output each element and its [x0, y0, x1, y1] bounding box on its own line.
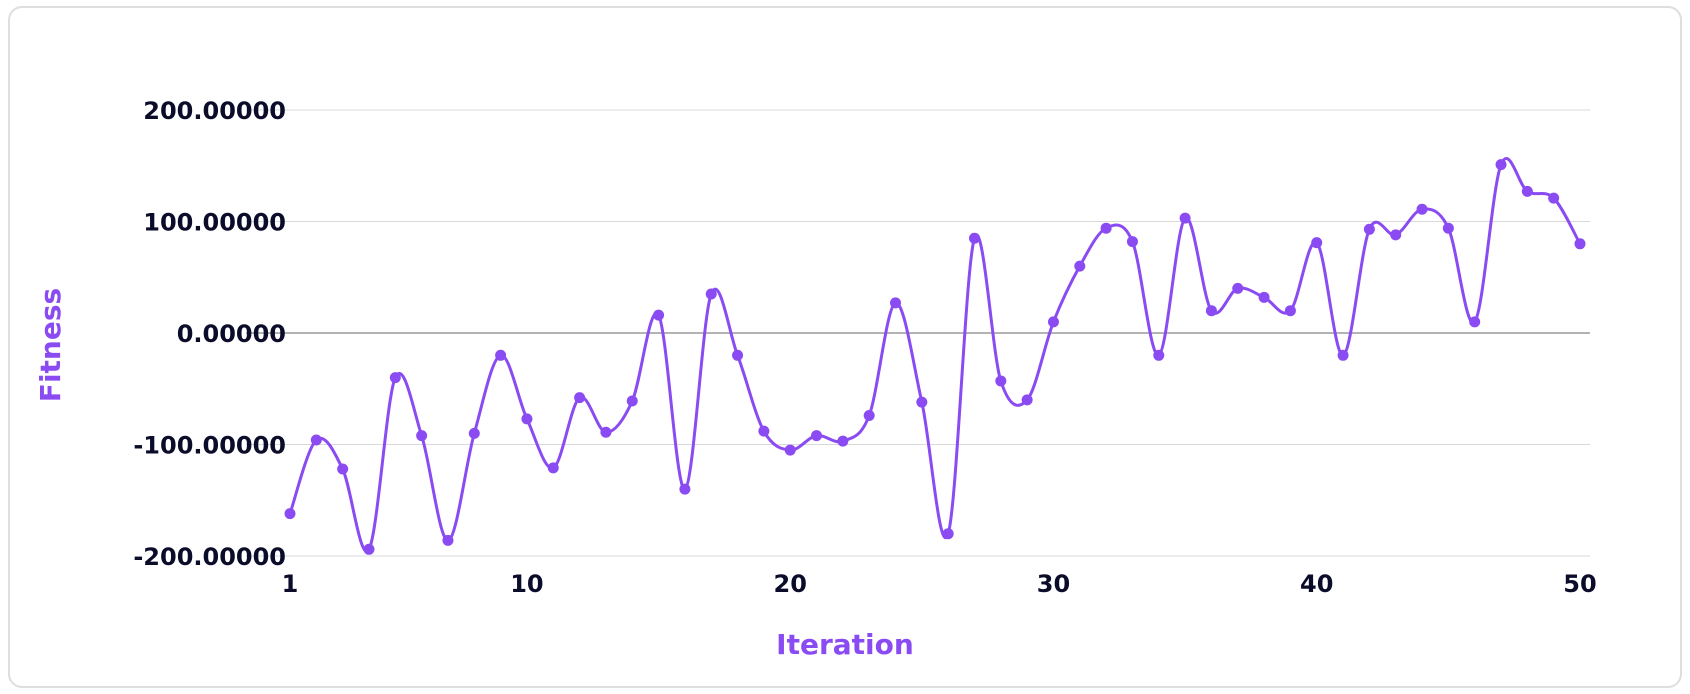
- data-point-45[interactable]: [1442, 222, 1454, 234]
- data-point-10[interactable]: [521, 413, 533, 425]
- fitness-series-points: [284, 159, 1586, 555]
- data-point-16[interactable]: [679, 483, 691, 495]
- data-point-17[interactable]: [705, 288, 717, 300]
- y-axis-tick-labels: 200.00000 100.00000 0.00000 -100.00000 -200.…: [133, 97, 286, 571]
- y-tick-label: -200.00000: [133, 543, 286, 571]
- data-point-26[interactable]: [942, 528, 954, 540]
- data-point-30[interactable]: [1047, 316, 1059, 328]
- data-point-25[interactable]: [916, 396, 928, 408]
- data-point-38[interactable]: [1258, 291, 1270, 303]
- x-tick-label: 30: [1037, 570, 1070, 598]
- data-point-18[interactable]: [732, 349, 744, 361]
- data-point-37[interactable]: [1232, 282, 1244, 294]
- data-point-44[interactable]: [1416, 203, 1428, 215]
- data-point-27[interactable]: [968, 232, 980, 244]
- x-tick-label: 1: [282, 570, 299, 598]
- data-point-20[interactable]: [784, 444, 796, 456]
- data-point-5[interactable]: [389, 372, 401, 384]
- x-tick-label: 50: [1563, 570, 1596, 598]
- data-point-1[interactable]: [284, 508, 296, 520]
- y-tick-label: 100.00000: [143, 209, 286, 237]
- data-point-48[interactable]: [1521, 185, 1533, 197]
- x-tick-label: 40: [1300, 570, 1333, 598]
- data-point-50[interactable]: [1574, 238, 1586, 250]
- data-point-23[interactable]: [863, 410, 875, 422]
- chart-card: [8, 6, 1682, 688]
- data-point-49[interactable]: [1548, 192, 1560, 204]
- data-point-6[interactable]: [416, 430, 428, 442]
- data-point-47[interactable]: [1495, 159, 1507, 171]
- data-point-9[interactable]: [495, 349, 507, 361]
- data-point-3[interactable]: [337, 463, 349, 475]
- data-point-8[interactable]: [468, 427, 480, 439]
- data-point-11[interactable]: [547, 462, 559, 474]
- data-point-4[interactable]: [363, 543, 375, 555]
- grid-lines: [246, 109, 1590, 557]
- data-point-42[interactable]: [1363, 223, 1375, 235]
- data-point-35[interactable]: [1179, 212, 1191, 224]
- data-point-31[interactable]: [1074, 260, 1086, 272]
- data-point-19[interactable]: [758, 425, 770, 437]
- data-point-21[interactable]: [811, 430, 823, 442]
- data-point-24[interactable]: [890, 297, 902, 309]
- data-point-7[interactable]: [442, 534, 454, 546]
- y-axis-title: Fitness: [34, 288, 67, 402]
- data-point-2[interactable]: [310, 434, 322, 446]
- data-point-32[interactable]: [1100, 222, 1112, 234]
- y-tick-label: -100.00000: [133, 432, 286, 460]
- data-point-46[interactable]: [1469, 316, 1481, 328]
- data-point-34[interactable]: [1153, 349, 1165, 361]
- data-point-12[interactable]: [574, 392, 586, 404]
- x-tick-label: 10: [510, 570, 543, 598]
- y-tick-label: 0.00000: [177, 320, 286, 348]
- x-axis-tick-labels: 1 10 20 30 40 50: [282, 570, 1597, 598]
- x-axis-title: Iteration: [776, 628, 914, 661]
- data-point-39[interactable]: [1284, 305, 1296, 317]
- data-point-33[interactable]: [1126, 236, 1138, 248]
- data-point-29[interactable]: [1021, 394, 1033, 406]
- data-point-36[interactable]: [1205, 305, 1217, 317]
- data-point-14[interactable]: [626, 395, 638, 407]
- data-point-22[interactable]: [837, 435, 849, 447]
- data-point-13[interactable]: [600, 426, 612, 438]
- data-point-28[interactable]: [995, 375, 1007, 387]
- data-point-15[interactable]: [653, 309, 665, 321]
- data-point-43[interactable]: [1390, 229, 1402, 241]
- fitness-series-line: [288, 157, 1582, 553]
- data-point-40[interactable]: [1311, 237, 1323, 249]
- x-tick-label: 20: [774, 570, 807, 598]
- data-point-41[interactable]: [1337, 349, 1349, 361]
- y-tick-label: 200.00000: [143, 97, 286, 125]
